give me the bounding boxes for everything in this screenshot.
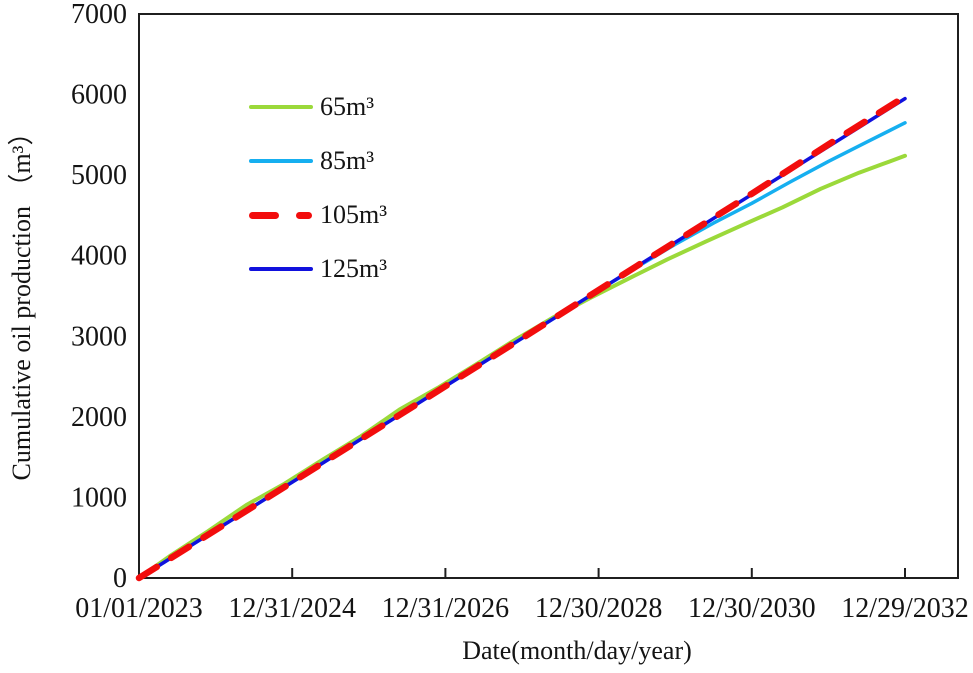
legend-label: 105m³	[320, 200, 388, 229]
legend-item: 125m³	[249, 242, 387, 296]
legend-line-swatch	[249, 105, 315, 109]
legend-swatch-segment	[249, 105, 313, 109]
legend-dashed-line-swatch	[249, 211, 315, 219]
x-tick-label: 12/31/2024	[228, 593, 356, 624]
y-tick-label: 1000	[71, 482, 127, 513]
legend-swatch-segment	[249, 267, 313, 271]
y-tick-label: 5000	[71, 160, 127, 191]
legend-item: 105m³	[249, 188, 387, 242]
legend-swatch-segment	[249, 211, 279, 219]
legend-line-swatch	[249, 267, 315, 271]
y-tick-label: 6000	[71, 80, 127, 111]
plot-frame	[138, 13, 959, 579]
x-axis-title: Date(month/day/year)	[462, 636, 692, 665]
x-tick-label: 12/29/2032	[841, 593, 969, 624]
legend-item: 85m³	[249, 134, 387, 188]
legend-line-swatch	[249, 159, 315, 163]
x-tick-label: 01/01/2023	[75, 593, 203, 624]
y-tick-label: 2000	[71, 402, 127, 433]
legend-label: 85m³	[320, 146, 375, 175]
y-tick-label: 3000	[71, 321, 127, 352]
legend: 65m³ 85m³ 105m³ 125m³	[249, 80, 387, 296]
y-tick-label: 7000	[71, 0, 127, 30]
y-axis-title: Cumulative oil production （m³）	[7, 119, 36, 481]
legend-label: 65m³	[320, 92, 375, 121]
x-tick-label: 12/31/2026	[382, 593, 510, 624]
legend-item: 65m³	[249, 80, 387, 134]
series-line-105m3	[135, 93, 909, 582]
y-tick-label: 4000	[71, 241, 127, 272]
legend-label: 125m³	[320, 254, 388, 283]
legend-swatch-segment	[296, 211, 312, 219]
x-tick-label: 12/30/2028	[535, 593, 663, 624]
x-tick-label: 12/30/2030	[688, 593, 816, 624]
y-tick-label: 0	[113, 563, 127, 594]
legend-swatch-segment	[249, 159, 313, 163]
